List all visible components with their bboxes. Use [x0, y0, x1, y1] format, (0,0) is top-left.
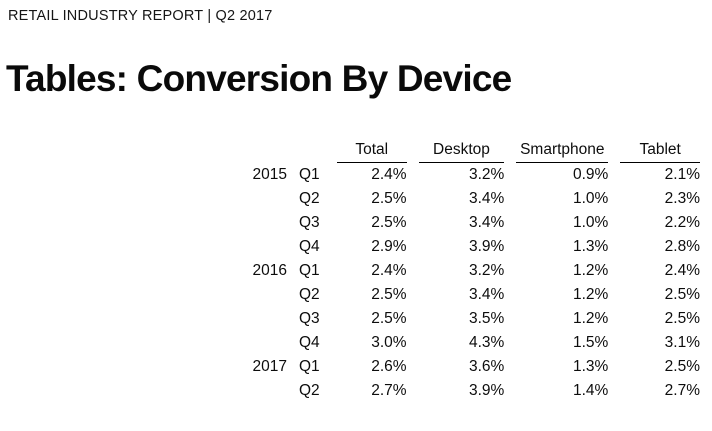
quarter-cell: Q2 — [298, 382, 320, 399]
value-cell-smartphone: 0.9% — [572, 166, 609, 183]
value-cell-tablet: 2.5% — [664, 310, 700, 327]
value-cell-desktop: 4.3% — [469, 334, 505, 351]
year-cell — [252, 235, 287, 259]
value-cell-desktop: 3.6% — [469, 358, 505, 375]
value-cell-total: 2.5% — [371, 214, 407, 231]
year-cell — [252, 379, 287, 403]
value-cell-total: 2.7% — [371, 382, 407, 399]
quarter-cell: Q2 — [298, 286, 320, 303]
value-cell-smartphone: 1.5% — [572, 334, 609, 351]
conversion-table: Total Desktop Smartphone Tablet 2015 Q1 … — [240, 138, 712, 403]
value-cell-smartphone: 1.0% — [572, 190, 609, 207]
year-cell — [252, 187, 287, 211]
value-cell-tablet: 3.1% — [664, 334, 700, 351]
value-cell-tablet: 2.8% — [664, 238, 700, 255]
value-cell-smartphone: 1.0% — [572, 214, 609, 231]
value-cell-tablet: 2.5% — [664, 358, 700, 375]
quarter-cell: Q3 — [298, 310, 320, 327]
year-cell: 2015 — [252, 166, 287, 183]
value-cell-total: 2.4% — [371, 166, 407, 183]
value-cell-desktop: 3.9% — [469, 382, 505, 399]
value-cell-desktop: 3.2% — [469, 262, 505, 279]
value-cell-smartphone: 1.4% — [572, 382, 609, 399]
value-cell-total: 2.5% — [371, 286, 407, 303]
value-cell-smartphone: 1.3% — [572, 358, 609, 375]
year-cell — [252, 211, 287, 235]
value-cell-tablet: 2.2% — [664, 214, 700, 231]
value-cell-desktop: 3.9% — [469, 238, 505, 255]
column-header-desktop: Desktop — [418, 138, 505, 163]
column-header-smartphone: Smartphone — [516, 138, 609, 163]
table-row: Q4 2.9% 3.9% 1.3% 2.8% — [252, 235, 700, 259]
value-cell-tablet: 2.4% — [664, 262, 700, 279]
quarter-cell: Q1 — [298, 262, 320, 279]
table-row: Q2 2.5% 3.4% 1.2% 2.5% — [252, 283, 700, 307]
quarter-cell: Q2 — [298, 190, 320, 207]
quarter-cell: Q1 — [298, 358, 320, 375]
value-cell-smartphone: 1.3% — [572, 238, 609, 255]
value-cell-desktop: 3.5% — [469, 310, 505, 327]
value-cell-desktop: 3.4% — [469, 214, 505, 231]
table-row: Q2 2.7% 3.9% 1.4% 2.7% — [252, 379, 700, 403]
table-row: 2015 Q1 2.4% 3.2% 0.9% 2.1% — [252, 163, 701, 187]
column-header-total: Total — [336, 138, 407, 163]
value-cell-tablet: 2.5% — [664, 286, 700, 303]
quarter-cell: Q4 — [298, 238, 320, 255]
value-cell-total: 2.6% — [371, 358, 407, 375]
value-cell-tablet: 2.1% — [664, 166, 700, 183]
table-body: 2015 Q1 2.4% 3.2% 0.9% 2.1% Q2 2.5% 3.4%… — [252, 163, 701, 403]
value-cell-desktop: 3.4% — [469, 190, 505, 207]
year-cell: 2017 — [252, 358, 287, 375]
table-row: Q3 2.5% 3.4% 1.0% 2.2% — [252, 211, 700, 235]
quarter-cell: Q4 — [298, 334, 320, 351]
header-quarter-spacer — [299, 138, 325, 163]
value-cell-desktop: 3.4% — [469, 286, 505, 303]
value-cell-total: 3.0% — [371, 334, 407, 351]
year-cell — [252, 331, 287, 355]
value-cell-total: 2.9% — [371, 238, 407, 255]
header-row: Total Desktop Smartphone Tablet — [252, 138, 700, 163]
value-cell-total: 2.5% — [371, 310, 407, 327]
value-cell-smartphone: 1.2% — [572, 286, 609, 303]
page-title: Tables: Conversion By Device — [6, 57, 512, 99]
column-header-tablet: Tablet — [620, 138, 700, 163]
table-row: Q4 3.0% 4.3% 1.5% 3.1% — [252, 331, 700, 355]
report-kicker: RETAIL INDUSTRY REPORT | Q2 2017 — [8, 8, 273, 24]
value-cell-smartphone: 1.2% — [572, 310, 609, 327]
table-row: Q2 2.5% 3.4% 1.0% 2.3% — [252, 187, 700, 211]
value-cell-total: 2.4% — [371, 262, 407, 279]
quarter-cell: Q3 — [298, 214, 320, 231]
header-year-spacer — [252, 138, 287, 163]
value-cell-tablet: 2.3% — [664, 190, 700, 207]
year-cell — [252, 283, 287, 307]
table-row: 2017 Q1 2.6% 3.6% 1.3% 2.5% — [252, 355, 701, 379]
value-cell-desktop: 3.2% — [469, 166, 505, 183]
value-cell-tablet: 2.7% — [664, 382, 700, 399]
value-cell-total: 2.5% — [371, 190, 407, 207]
table-header: Total Desktop Smartphone Tablet — [252, 138, 700, 163]
table-row: 2016 Q1 2.4% 3.2% 1.2% 2.4% — [252, 259, 701, 283]
table-row: Q3 2.5% 3.5% 1.2% 2.5% — [252, 307, 700, 331]
value-cell-smartphone: 1.2% — [572, 262, 609, 279]
quarter-cell: Q1 — [298, 166, 320, 183]
year-cell — [252, 307, 287, 331]
year-cell: 2016 — [252, 262, 287, 279]
